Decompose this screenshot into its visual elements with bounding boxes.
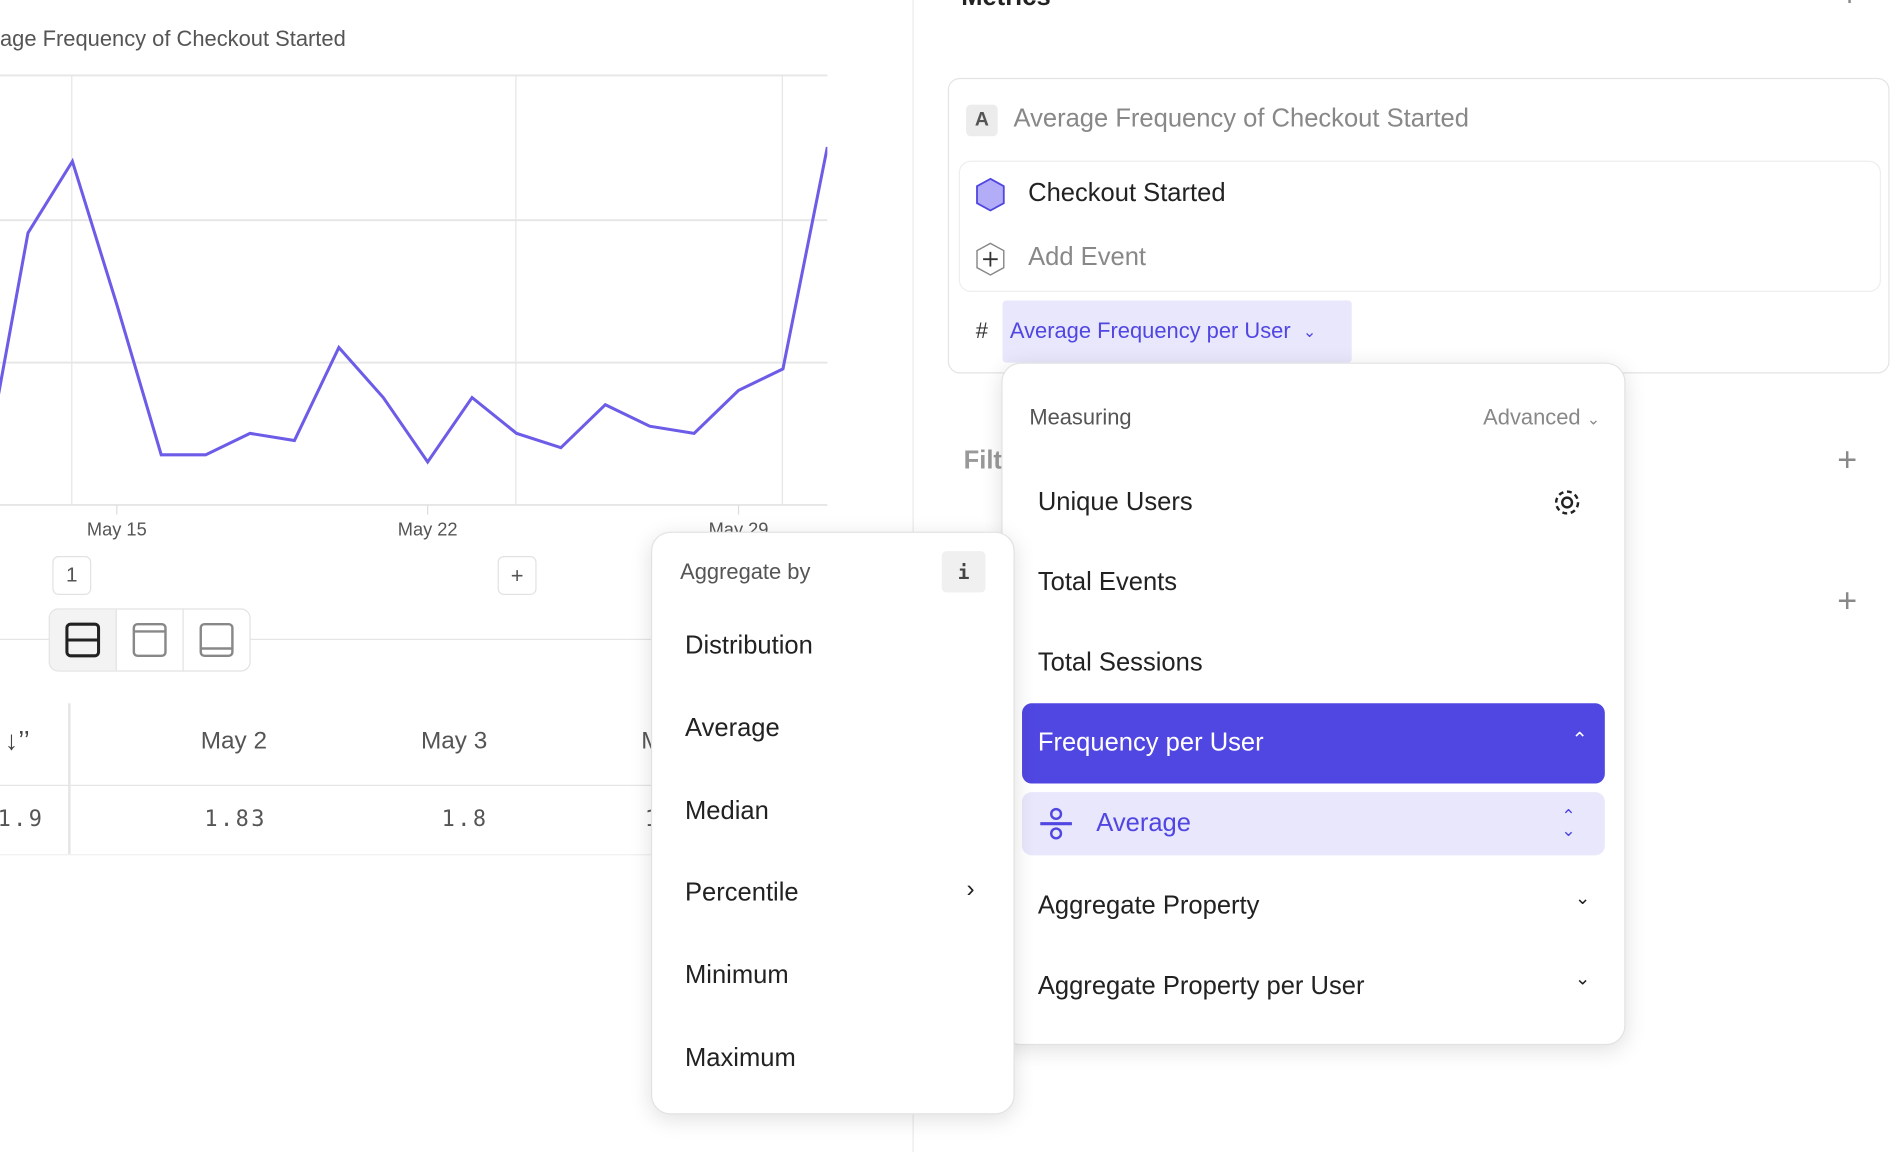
menu-item-unique-users[interactable]: Unique Users [1003, 481, 1625, 525]
measuring-menu: Measuring Advanced ⌄ Unique Users Total … [1001, 362, 1626, 1046]
panel-number-button[interactable]: 1 [52, 556, 92, 595]
sort-icon[interactable]: ↓’’ [4, 725, 30, 756]
menu-item-aggregate-property-per-user[interactable]: Aggregate Property per User ⌄ [1037, 968, 1591, 1001]
chevron-down-icon: ⌄ [1574, 968, 1591, 990]
column-header[interactable]: May 3 [420, 727, 488, 755]
menu-item-total-events[interactable]: Total Events [1037, 568, 1178, 597]
add-metric-button[interactable]: + [1840, 0, 1860, 15]
chart-grid [0, 74, 828, 515]
aggregate-option[interactable]: Distribution [685, 631, 813, 660]
metric-letter-badge: A [966, 104, 998, 137]
chart-title: age Frequency of Checkout Started [0, 26, 346, 52]
chevron-down-icon: ⌄ [1574, 888, 1591, 909]
series-line [0, 146, 828, 465]
up-down-chevron-icon: ⌃ ⌄ [1561, 805, 1576, 840]
menu-item-aggregate-property[interactable]: Aggregate Property ⌄ [1037, 888, 1591, 920]
table-cell: 1.83 [204, 806, 267, 833]
aggregate-option[interactable]: Maximum [685, 1043, 796, 1072]
filter-label: Filt [963, 446, 1002, 475]
event-name[interactable]: Checkout Started [1028, 178, 1226, 207]
layout-toggle[interactable] [48, 608, 251, 672]
measure-dropdown[interactable]: Average Frequency per User ⌄ [1002, 300, 1352, 363]
add-breakdown-button[interactable]: + [1837, 581, 1858, 620]
x-tick-label: May 22 [397, 519, 458, 541]
measure-label: Average Frequency per User [1009, 318, 1291, 344]
chevron-down-icon: ⌄ [1586, 410, 1600, 429]
line-chart [0, 74, 828, 515]
event-hexagon-icon [976, 177, 1005, 212]
divider [0, 638, 658, 640]
advanced-label: Advanced [1483, 405, 1581, 430]
menu-item-frequency-per-user[interactable]: Frequency per User ⌃ [1022, 703, 1605, 784]
metric-card: A Average Frequency of Checkout Started … [947, 77, 1890, 374]
table-cell: 1.8 [441, 806, 489, 833]
aggregate-option[interactable]: Median [685, 796, 769, 825]
chevron-right-icon: › [966, 876, 975, 903]
metric-name[interactable]: Average Frequency of Checkout Started [1013, 104, 1469, 133]
aggregate-option-percentile[interactable]: Percentile › [685, 876, 975, 907]
aggregate-option[interactable]: Minimum [685, 961, 789, 990]
gear-icon[interactable] [1551, 487, 1583, 519]
aggregate-menu: Aggregate by i Distribution Average Medi… [650, 531, 1015, 1115]
add-event-button[interactable]: Add Event [1028, 243, 1147, 272]
section-title: Metrics [961, 0, 1050, 12]
layout-table-only-icon[interactable] [184, 610, 250, 671]
hash-icon: # [975, 318, 988, 344]
add-event-icon[interactable] [975, 241, 1007, 278]
add-filter-button[interactable]: + [1837, 440, 1858, 479]
event-list: Checkout Started Add Event [958, 160, 1882, 293]
chevron-down-icon: ⌄ [1302, 321, 1317, 341]
advanced-toggle[interactable]: Advanced ⌄ [1483, 405, 1600, 431]
menu-item-total-sessions[interactable]: Total Sessions [1037, 648, 1203, 677]
table-cell: 1.9 [0, 806, 45, 833]
chevron-up-icon: ⌃ [1571, 730, 1588, 751]
layout-split-icon[interactable] [49, 609, 117, 671]
x-tick-label: May 15 [86, 519, 147, 541]
column-divider [68, 703, 71, 855]
menu-header: Measuring [1029, 405, 1132, 430]
aggregate-option[interactable]: Average [685, 714, 780, 743]
layout-chart-only-icon[interactable] [117, 609, 184, 671]
info-icon[interactable]: i [941, 551, 986, 593]
column-header[interactable]: May 2 [200, 727, 268, 755]
average-icon [1040, 807, 1072, 840]
add-panel-button[interactable]: + [497, 556, 537, 595]
aggregate-selector[interactable]: Average ⌃ ⌄ [1022, 792, 1605, 856]
menu-header: Aggregate by [680, 559, 811, 585]
